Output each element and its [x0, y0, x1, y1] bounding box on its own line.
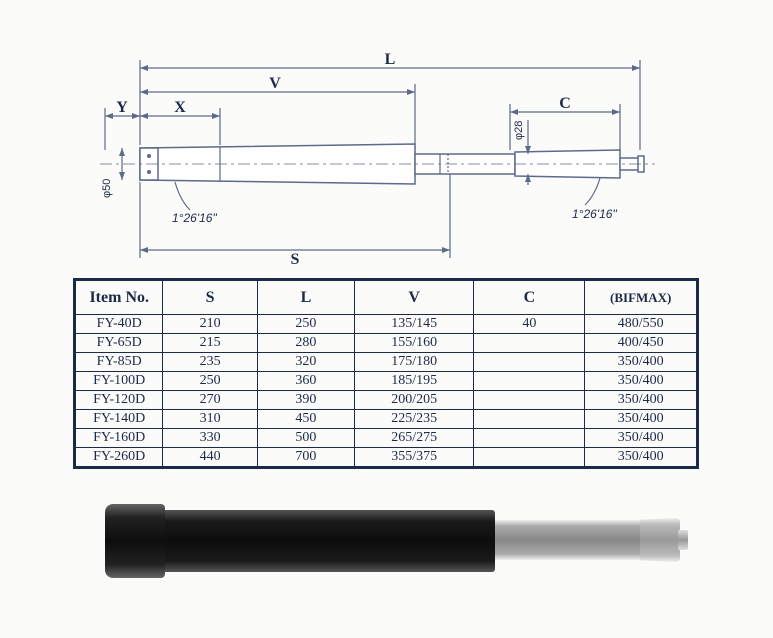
- cell-l: 700: [257, 448, 354, 467]
- cell-s: 210: [163, 315, 257, 334]
- cell-v: 155/160: [355, 334, 474, 353]
- cell-l: 390: [257, 391, 354, 410]
- cell-c: [474, 334, 585, 353]
- cell-item: FY-260D: [76, 448, 163, 467]
- photo-tip: [678, 530, 688, 550]
- dim-x-label: X: [174, 99, 186, 116]
- dim-d28-label: φ28: [513, 121, 525, 140]
- col-v: V: [355, 281, 474, 315]
- cell-l: 250: [257, 315, 354, 334]
- col-l: L: [257, 281, 354, 315]
- cell-c: [474, 429, 585, 448]
- cell-c: [474, 448, 585, 467]
- cell-l: 280: [257, 334, 354, 353]
- cell-l: 360: [257, 372, 354, 391]
- cell-v: 200/205: [355, 391, 474, 410]
- table-row: FY-160D330500265/275 350/400: [76, 429, 697, 448]
- cell-s: 235: [163, 353, 257, 372]
- cell-l: 320: [257, 353, 354, 372]
- cell-item: FY-40D: [76, 315, 163, 334]
- cell-bifmax: 400/450: [585, 334, 697, 353]
- cell-c: 40: [474, 315, 585, 334]
- cell-bifmax: 350/400: [585, 410, 697, 429]
- cell-item: FY-85D: [76, 353, 163, 372]
- cell-v: 185/195: [355, 372, 474, 391]
- cell-v: 175/180: [355, 353, 474, 372]
- dim-d50-label: φ50: [101, 179, 113, 198]
- table-row: FY-40D210250135/14540480/550: [76, 315, 697, 334]
- cell-v: 355/375: [355, 448, 474, 467]
- table-row: FY-100D250360185/195 350/400: [76, 372, 697, 391]
- photo-bump: [105, 504, 165, 578]
- cell-c: [474, 410, 585, 429]
- cell-c: [474, 353, 585, 372]
- cell-item: FY-140D: [76, 410, 163, 429]
- cell-l: 450: [257, 410, 354, 429]
- cell-l: 500: [257, 429, 354, 448]
- spec-table: Item No. S L V C (BIFMAX) FY-40D21025013…: [73, 278, 699, 469]
- cell-item: FY-120D: [76, 391, 163, 410]
- photo-rod: [493, 520, 643, 560]
- table-row: FY-260D440700355/375 350/400: [76, 448, 697, 467]
- table-header-row: Item No. S L V C (BIFMAX): [76, 281, 697, 315]
- cell-item: FY-65D: [76, 334, 163, 353]
- cell-s: 310: [163, 410, 257, 429]
- cell-bifmax: 350/400: [585, 391, 697, 410]
- table-row: FY-85D235320175/180 350/400: [76, 353, 697, 372]
- cell-s: 250: [163, 372, 257, 391]
- cell-item: FY-100D: [76, 372, 163, 391]
- cell-bifmax: 350/400: [585, 429, 697, 448]
- col-s: S: [163, 281, 257, 315]
- dim-l-label: L: [385, 51, 396, 68]
- cell-v: 225/235: [355, 410, 474, 429]
- angle-right-label: 1°26'16": [572, 207, 617, 221]
- cell-item: FY-160D: [76, 429, 163, 448]
- table-row: FY-140D310450225/235 350/400: [76, 410, 697, 429]
- cell-bifmax: 350/400: [585, 372, 697, 391]
- product-photo: [85, 498, 685, 588]
- cell-s: 440: [163, 448, 257, 467]
- table-row: FY-65D215280155/160 400/450: [76, 334, 697, 353]
- technical-drawing: L V C Y X: [80, 50, 700, 265]
- cell-bifmax: 350/400: [585, 448, 697, 467]
- cell-bifmax: 480/550: [585, 315, 697, 334]
- dim-y-label: Y: [116, 99, 128, 116]
- col-item: Item No.: [76, 281, 163, 315]
- table-row: FY-120D270390200/205 350/400: [76, 391, 697, 410]
- photo-cone: [640, 518, 680, 562]
- cell-v: 135/145: [355, 315, 474, 334]
- dim-s-label: S: [291, 251, 300, 265]
- cell-c: [474, 372, 585, 391]
- cell-v: 265/275: [355, 429, 474, 448]
- cell-c: [474, 391, 585, 410]
- cell-s: 270: [163, 391, 257, 410]
- cell-s: 330: [163, 429, 257, 448]
- dim-v-label: V: [269, 75, 281, 92]
- col-bifmax: (BIFMAX): [585, 281, 697, 315]
- col-c: C: [474, 281, 585, 315]
- cell-bifmax: 350/400: [585, 353, 697, 372]
- angle-left-label: 1°26'16": [172, 211, 217, 225]
- cell-s: 215: [163, 334, 257, 353]
- dim-c-label: C: [559, 95, 571, 112]
